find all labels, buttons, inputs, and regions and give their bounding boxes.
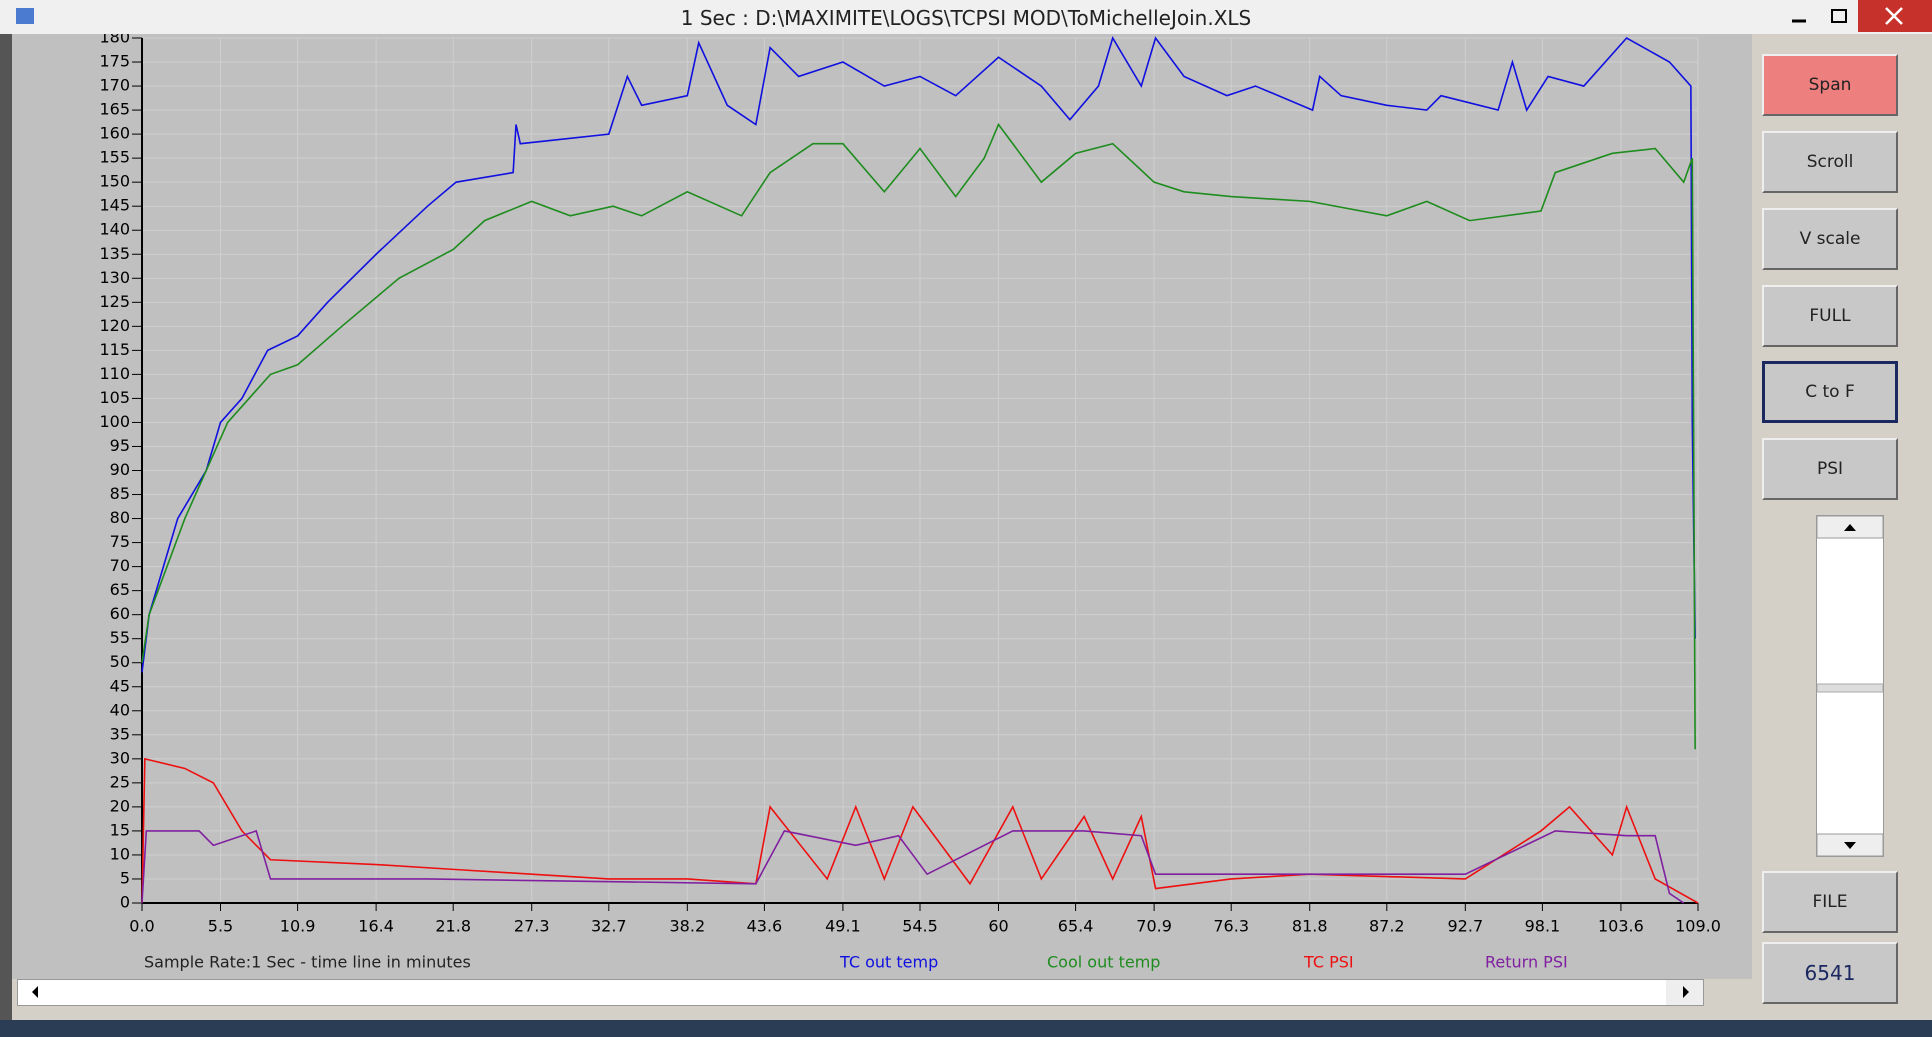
x-tick-label: 0.0 [129, 917, 154, 936]
x-tick-label: 49.1 [825, 917, 861, 936]
x-tick-label: 32.7 [591, 917, 627, 936]
taskbar [0, 1020, 1932, 1037]
file-button[interactable]: FILE [1762, 871, 1898, 933]
y-tick-label: 55 [110, 628, 130, 647]
arrow [1844, 842, 1856, 849]
span-button[interactable]: Span [1762, 54, 1898, 116]
y-tick-label: 125 [99, 292, 130, 311]
y-tick-label: 170 [99, 76, 130, 95]
y-tick-label: 135 [99, 244, 130, 263]
series-line [141, 757, 1699, 904]
y-tick-label: 5 [120, 868, 130, 887]
y-tick-label: 105 [99, 388, 130, 407]
x-tick-label: 16.4 [358, 917, 394, 936]
x-tick-label: 60 [988, 917, 1008, 936]
scroll-left[interactable] [32, 986, 38, 998]
x-tick-label: 43.6 [747, 917, 783, 936]
x-tick-label: 38.2 [670, 917, 706, 936]
y-tick-label: 60 [110, 604, 130, 623]
y-tick-label: 85 [110, 484, 130, 503]
y-tick-label: 175 [99, 52, 130, 71]
x-tick-label: 54.5 [902, 917, 938, 936]
y-tick-label: 90 [110, 460, 130, 479]
y-tick-label: 100 [99, 412, 130, 431]
x-tick-label: 10.9 [280, 917, 316, 936]
y-tick-label: 75 [110, 532, 130, 551]
y-tick-label: 160 [99, 124, 130, 143]
x-tick-label: 65.4 [1058, 917, 1094, 936]
y-tick-label: 155 [99, 148, 130, 167]
y-tick-label: 110 [99, 364, 130, 383]
legend-label: TC PSI [1303, 953, 1354, 972]
y-tick-label: 115 [99, 340, 130, 359]
series-line [141, 829, 1685, 904]
x-tick-label: 27.3 [514, 917, 550, 936]
scroll-thumb[interactable] [1816, 683, 1884, 693]
close-icon [1885, 7, 1903, 25]
chart: Sample Rate:1 Sec - time line in minutes… [12, 34, 1752, 979]
desktop-edge [0, 0, 12, 1037]
window-title: 1 Sec : D:\MAXIMITE\LOGS\TCPSI MOD\ToMic… [680, 6, 1252, 30]
y-tick-label: 150 [99, 172, 130, 191]
app-icon [16, 8, 34, 24]
y-tick-label: 95 [110, 436, 130, 455]
y-tick-label: 65 [110, 580, 130, 599]
full-button[interactable]: FULL [1762, 285, 1898, 347]
y-tick-label: 30 [110, 748, 130, 767]
y-tick-label: 70 [110, 556, 130, 575]
y-tick-label: 40 [110, 700, 130, 719]
arrow [1844, 524, 1856, 531]
x-tick-label: 76.3 [1213, 917, 1249, 936]
scroll-button[interactable]: Scroll [1762, 131, 1898, 193]
y-tick-label: 145 [99, 196, 130, 215]
series-line [141, 36, 1696, 673]
vscale-button[interactable]: V scale [1762, 208, 1898, 270]
x-tick-label: 98.1 [1525, 917, 1561, 936]
y-tick-label: 130 [99, 268, 130, 287]
y-tick-label: 80 [110, 508, 130, 527]
scroll-right[interactable] [1683, 986, 1689, 998]
legend-label: TC out temp [839, 953, 938, 972]
x-tick-label: 21.8 [435, 917, 471, 936]
y-tick-label: 120 [99, 316, 130, 335]
horizontal-scrollbar[interactable] [17, 979, 1704, 1006]
vertical-scrollbar[interactable] [1816, 515, 1884, 857]
x-tick-label: 5.5 [208, 917, 233, 936]
y-tick-label: 25 [110, 772, 130, 791]
restore[interactable] [1831, 9, 1847, 23]
ctof-button[interactable]: C to F [1762, 361, 1898, 423]
window-controls [16, 0, 1932, 32]
y-tick-label: 45 [110, 676, 130, 695]
legend-label: Cool out temp [1047, 953, 1160, 972]
psi-button[interactable]: PSI [1762, 438, 1898, 500]
y-tick-label: 140 [99, 220, 130, 239]
x-axis-label: Sample Rate:1 Sec - time line in minutes [144, 953, 471, 972]
y-tick-label: 35 [110, 724, 130, 743]
count-display: 6541 [1762, 942, 1898, 1004]
y-tick-label: 15 [110, 820, 130, 839]
x-tick-label: 109.0 [1675, 917, 1721, 936]
y-tick-label: 20 [110, 796, 130, 815]
title-bar: 1 Sec : D:\MAXIMITE\LOGS\TCPSI MOD\ToMic… [0, 0, 1932, 34]
x-tick-label: 92.7 [1448, 917, 1484, 936]
scroll-arrows [32, 980, 1703, 1005]
y-tick-label: 10 [110, 844, 130, 863]
series-line [141, 122, 1696, 750]
chart-background [12, 34, 1752, 979]
x-tick-label: 87.2 [1369, 917, 1405, 936]
y-tick-label: 180 [99, 34, 130, 47]
y-tick-label: 165 [99, 100, 130, 119]
y-tick-label: 0 [120, 893, 130, 912]
scroll-arrows [1816, 515, 1884, 857]
y-tick-label: 50 [110, 652, 130, 671]
x-tick-label: 70.9 [1136, 917, 1172, 936]
x-tick-label: 103.6 [1598, 917, 1644, 936]
legend-label: Return PSI [1485, 953, 1568, 972]
x-tick-label: 81.8 [1292, 917, 1328, 936]
